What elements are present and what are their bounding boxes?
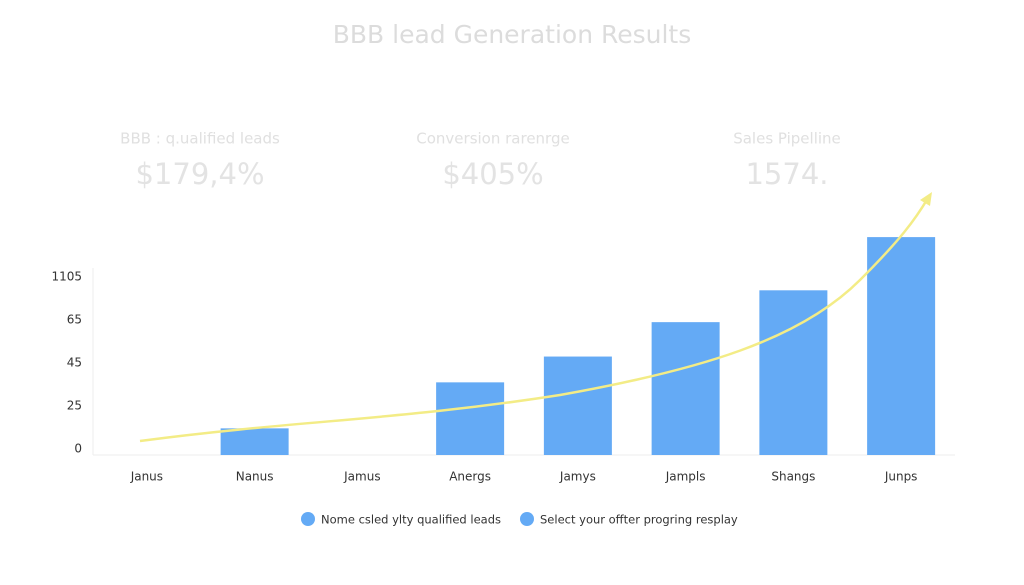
legend-swatch	[301, 512, 315, 526]
x-tick-label: Junps	[884, 470, 918, 484]
kpi-label: Conversion rarenrge	[416, 130, 569, 148]
bar	[543, 356, 612, 455]
bar	[436, 382, 505, 455]
legend-label: Nome csled ylty qualified leads	[321, 513, 501, 527]
x-tick-label: Janus	[130, 470, 163, 484]
y-tick-label: 25	[67, 399, 82, 413]
trend-line	[139, 197, 930, 443]
bar	[759, 290, 828, 455]
bar	[651, 322, 720, 455]
kpi-value: $179,4%	[135, 157, 264, 191]
y-tick-label: 1105	[51, 270, 82, 284]
x-tick-label: Shangs	[771, 470, 815, 484]
x-tick-label: Anergs	[449, 470, 491, 484]
kpi-label: BBB : q.ualified leads	[120, 130, 280, 148]
bar	[867, 237, 936, 455]
x-tick-label: Nanus	[236, 470, 274, 484]
x-tick-label: Jamys	[559, 470, 596, 484]
kpi-value: 1574.	[745, 157, 828, 191]
x-tick-label: Jampls	[665, 470, 706, 484]
trend-arrow	[920, 192, 932, 206]
page-title: BBB lead Generation Results	[333, 20, 692, 49]
x-tick-label: Jamus	[343, 470, 380, 484]
legend-label: Select your offter progring resplay	[540, 513, 738, 527]
y-tick-label: 0	[74, 442, 82, 456]
y-tick-label: 65	[67, 313, 82, 327]
legend-swatch	[520, 512, 534, 526]
kpi-value: $405%	[442, 157, 543, 191]
y-tick-label: 45	[67, 356, 82, 370]
kpi-label: Sales Pipelline	[733, 130, 841, 148]
bar	[220, 428, 289, 455]
